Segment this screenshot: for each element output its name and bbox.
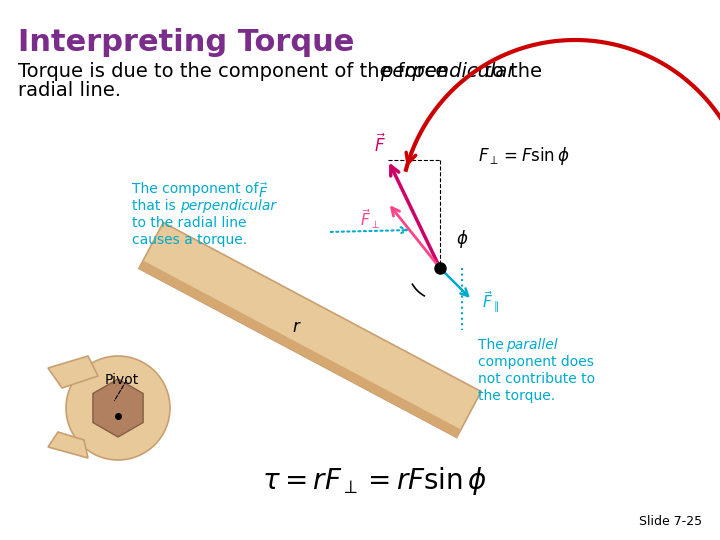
Text: Pivot: Pivot <box>105 373 139 387</box>
Text: perpendicular: perpendicular <box>380 62 516 81</box>
Text: the torque.: the torque. <box>478 389 555 403</box>
Polygon shape <box>139 260 461 437</box>
Text: to the: to the <box>478 62 542 81</box>
Circle shape <box>66 356 170 460</box>
Text: not contribute to: not contribute to <box>478 372 595 386</box>
Text: Interpreting Torque: Interpreting Torque <box>18 28 354 57</box>
Text: Slide 7-25: Slide 7-25 <box>639 515 702 528</box>
Text: $\vec{F}_\perp$: $\vec{F}_\perp$ <box>360 207 380 231</box>
Text: radial line.: radial line. <box>18 81 121 100</box>
Text: $\vec{F}$: $\vec{F}$ <box>258 182 268 201</box>
Text: $\phi$: $\phi$ <box>456 228 469 250</box>
Polygon shape <box>48 356 98 388</box>
Text: $\tau = rF_\perp = rF\sin\phi$: $\tau = rF_\perp = rF\sin\phi$ <box>262 465 487 497</box>
Text: Torque is due to the component of the force: Torque is due to the component of the fo… <box>18 62 454 81</box>
Polygon shape <box>139 222 481 437</box>
Text: $F_\perp = F\sin\phi$: $F_\perp = F\sin\phi$ <box>478 145 570 167</box>
Text: parallel: parallel <box>506 338 557 352</box>
Polygon shape <box>48 432 88 458</box>
Text: r: r <box>292 318 299 336</box>
Text: $\vec{F}$: $\vec{F}$ <box>374 133 386 156</box>
Text: component does: component does <box>478 355 594 369</box>
Text: $\vec{F}_\parallel$: $\vec{F}_\parallel$ <box>482 289 499 315</box>
Text: The component of: The component of <box>132 182 263 196</box>
Text: that is: that is <box>132 199 180 213</box>
Text: The: The <box>478 338 508 352</box>
Polygon shape <box>93 379 143 437</box>
Text: to the radial line: to the radial line <box>132 216 246 230</box>
Text: perpendicular: perpendicular <box>180 199 276 213</box>
Text: causes a torque.: causes a torque. <box>132 233 247 247</box>
